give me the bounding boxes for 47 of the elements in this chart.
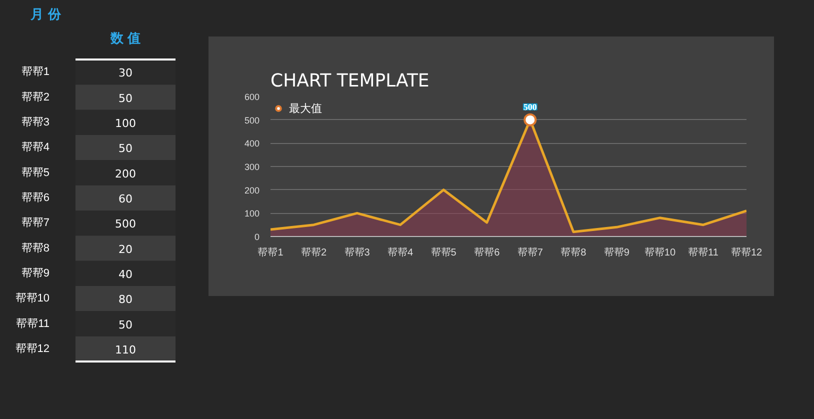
data-label: 200: [115, 167, 136, 180]
y-tick-label: 帮帮9: [21, 267, 50, 280]
x-tick-label: 帮帮12: [730, 246, 762, 258]
x-tick-label: 帮帮7: [517, 246, 544, 258]
y-tick-label: 帮帮5: [21, 166, 50, 179]
data-label: 80: [118, 293, 132, 306]
data-label: 30: [118, 66, 132, 80]
data-label: 20: [118, 242, 132, 256]
chart-title: CHART TEMPLATE: [270, 70, 430, 92]
x-tick-label: 帮帮10: [644, 246, 676, 258]
data-label: 50: [118, 318, 132, 332]
x-tick-label: 帮帮6: [474, 246, 500, 258]
y-tick-label: 300: [244, 162, 260, 172]
y-tick-label: 帮帮12: [15, 342, 50, 355]
x-tick-label: 帮帮2: [300, 246, 327, 258]
y-tick-label: 帮帮6: [21, 192, 50, 204]
y-tick-label: 100: [244, 208, 260, 219]
y-axis-title: 月 份: [30, 8, 62, 22]
y-tick-label: 帮帮7: [21, 217, 50, 230]
legend-label: 最大值: [289, 102, 322, 116]
y-tick-label: 0: [254, 232, 260, 242]
data-label: 500: [523, 102, 538, 112]
y-tick-label: 600: [244, 92, 260, 102]
y-tick-label: 500: [244, 115, 260, 126]
data-label: 40: [118, 268, 132, 281]
x-tick-label: 帮帮8: [560, 246, 587, 258]
x-tick-label: 帮帮1: [258, 246, 284, 258]
x-tick-label: 帮帮9: [604, 246, 630, 258]
data-label: 50: [118, 142, 132, 156]
data-label: 500: [115, 218, 136, 231]
x-tick-label: 帮帮11: [688, 246, 719, 258]
y-tick-label: 帮帮4: [21, 142, 50, 154]
data-label: 50: [118, 92, 132, 105]
y-tick-label: 帮帮3: [21, 116, 50, 128]
y-tick-label: 帮帮11: [16, 318, 50, 330]
x-tick-label: 帮帮3: [344, 246, 370, 258]
data-label: 100: [115, 116, 136, 130]
data-label: 60: [118, 192, 132, 206]
data-label: 110: [115, 343, 136, 356]
y-tick-label: 帮帮10: [15, 292, 50, 305]
y-tick-label: 200: [244, 185, 260, 196]
x-tick-label: 数 值: [110, 30, 140, 46]
x-tick-label: 帮帮5: [430, 246, 457, 258]
y-tick-label: 帮帮2: [21, 91, 50, 104]
x-tick-label: 帮帮4: [388, 246, 414, 258]
y-tick-label: 400: [244, 138, 260, 149]
y-tick-label: 帮帮1: [21, 66, 50, 78]
